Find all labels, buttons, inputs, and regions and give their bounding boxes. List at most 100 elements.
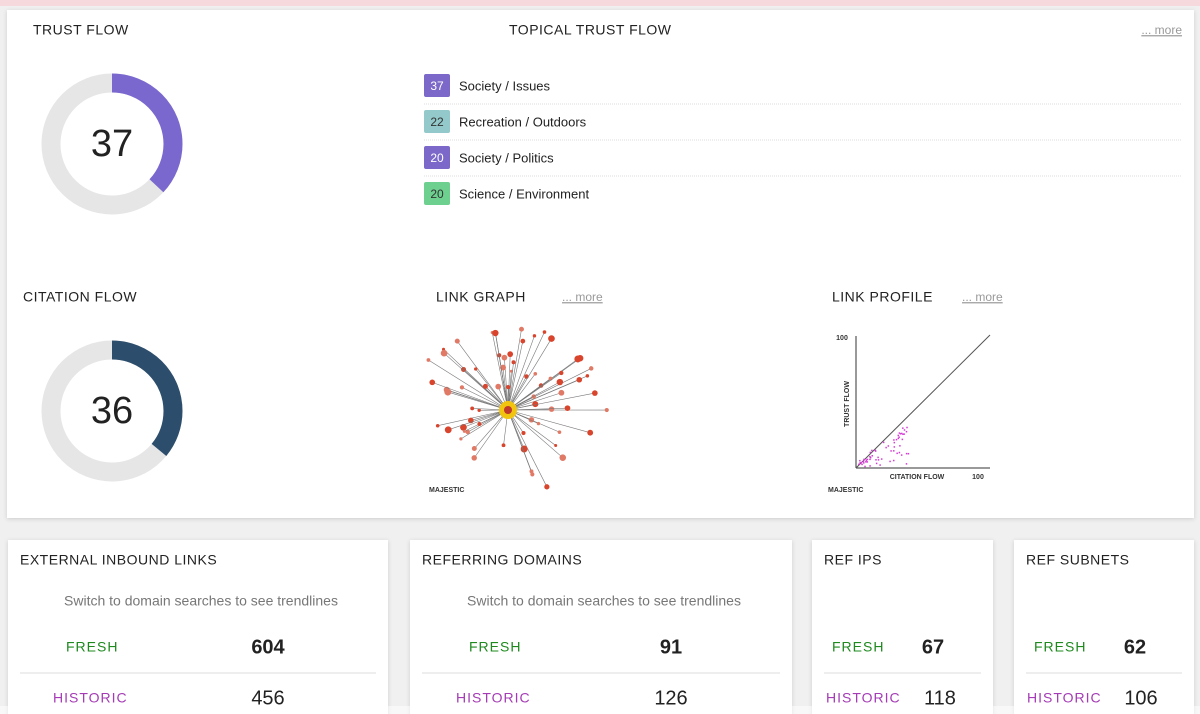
section-title: LINK GRAPH [436,289,526,305]
graph-node [533,371,538,376]
more-link[interactable]: ... more [1141,23,1182,37]
profile-dot [902,433,904,435]
graph-node [444,426,452,434]
graph-edge [507,372,562,411]
graph-node [604,407,609,413]
card-title: EXTERNAL INBOUND LINKS [20,552,217,568]
profile-dot [893,439,895,441]
profile-dot [898,451,901,454]
profile-dot [907,452,910,455]
graph-node [532,334,537,338]
fresh-value: 62 [1124,636,1146,658]
profile-dot [898,432,901,434]
graph-node [544,484,550,490]
gauge-title: CITATION FLOW [23,289,137,305]
graph-node [465,429,470,435]
graph-edge [507,379,580,411]
top-strip [0,0,1200,6]
profile-dot [902,427,904,429]
profile-dot [877,456,879,459]
graph-edge [443,352,509,411]
graph-edge [507,329,522,411]
profile-dot [869,456,872,459]
profile-dot [892,459,895,462]
graph-edge [507,409,532,472]
graph-edge [507,407,568,411]
graph-node [548,335,555,342]
graph-node [459,385,465,390]
graph-node [454,338,460,344]
topic-badge [424,110,450,133]
section-title: LINK PROFILE [832,289,933,305]
card-note: Switch to domain searches to see trendli… [64,593,338,609]
axis-label: TRUST FLOW [844,381,851,427]
graph-edge [507,392,595,411]
profile-dot [861,463,863,466]
historic-value: 118 [924,687,956,709]
graph-edge [446,389,509,411]
graph-node [471,446,477,452]
profile-dot [869,458,871,461]
graph-edge [432,382,509,411]
graph-node [471,455,477,461]
gauge-arc [41,340,183,482]
profile-dot [863,458,865,461]
profile-dot [899,445,901,447]
graph-node [536,421,541,426]
graph-node [462,429,466,433]
graph-node [470,406,475,411]
profile-dot [895,438,898,441]
graph-hub-core [504,406,512,414]
graph-node [477,408,481,412]
graph-node [459,437,463,441]
profile-dot [882,441,885,444]
section-title: TOPICAL TRUST FLOW [509,22,672,38]
topic-badge [424,74,450,97]
fresh-value: 604 [251,636,285,658]
profile-dot [903,433,905,435]
fresh-label: FRESH [1034,639,1086,655]
fresh-value: 67 [922,636,944,658]
graph-node [507,351,514,358]
profile-dot [893,441,896,444]
graph-node [519,326,524,332]
historic-value: 106 [1124,687,1157,709]
fresh-label: FRESH [469,639,521,655]
graph-node [576,376,583,383]
graph-node [588,366,594,371]
graph-node [592,390,598,396]
profile-dot [905,463,908,465]
card-note: Switch to domain searches to see trendli… [467,593,741,609]
profile-dot [906,426,908,429]
profile-dot [871,449,873,452]
graph-edge [495,332,509,411]
profile-dot [900,454,903,456]
profile-dot [885,446,887,449]
graph-edge [507,338,552,411]
graph-node [556,378,564,386]
profile-dot [896,452,898,455]
profile-dot [905,430,908,433]
profile-dot [875,462,878,465]
profile-dot [905,452,908,455]
profile-dot [869,465,871,467]
bottom-fade [0,706,1200,714]
more-link[interactable]: ... more [562,290,603,304]
graph-node [524,374,529,379]
card [1014,540,1194,714]
graph-node [506,384,511,390]
historic-label: HISTORIC [456,690,531,706]
profile-dot [879,464,881,466]
graph-edge [428,359,509,411]
profile-dot [866,458,869,461]
graph-node [492,329,499,337]
profile-dot [887,445,890,447]
graph-node [474,367,478,371]
more-link[interactable]: ... more [962,290,1003,304]
historic-label: HISTORIC [1027,690,1102,706]
historic-value: 126 [654,687,687,709]
graph-edge [507,331,545,411]
profile-dot [899,433,902,435]
graph-node [440,349,448,357]
